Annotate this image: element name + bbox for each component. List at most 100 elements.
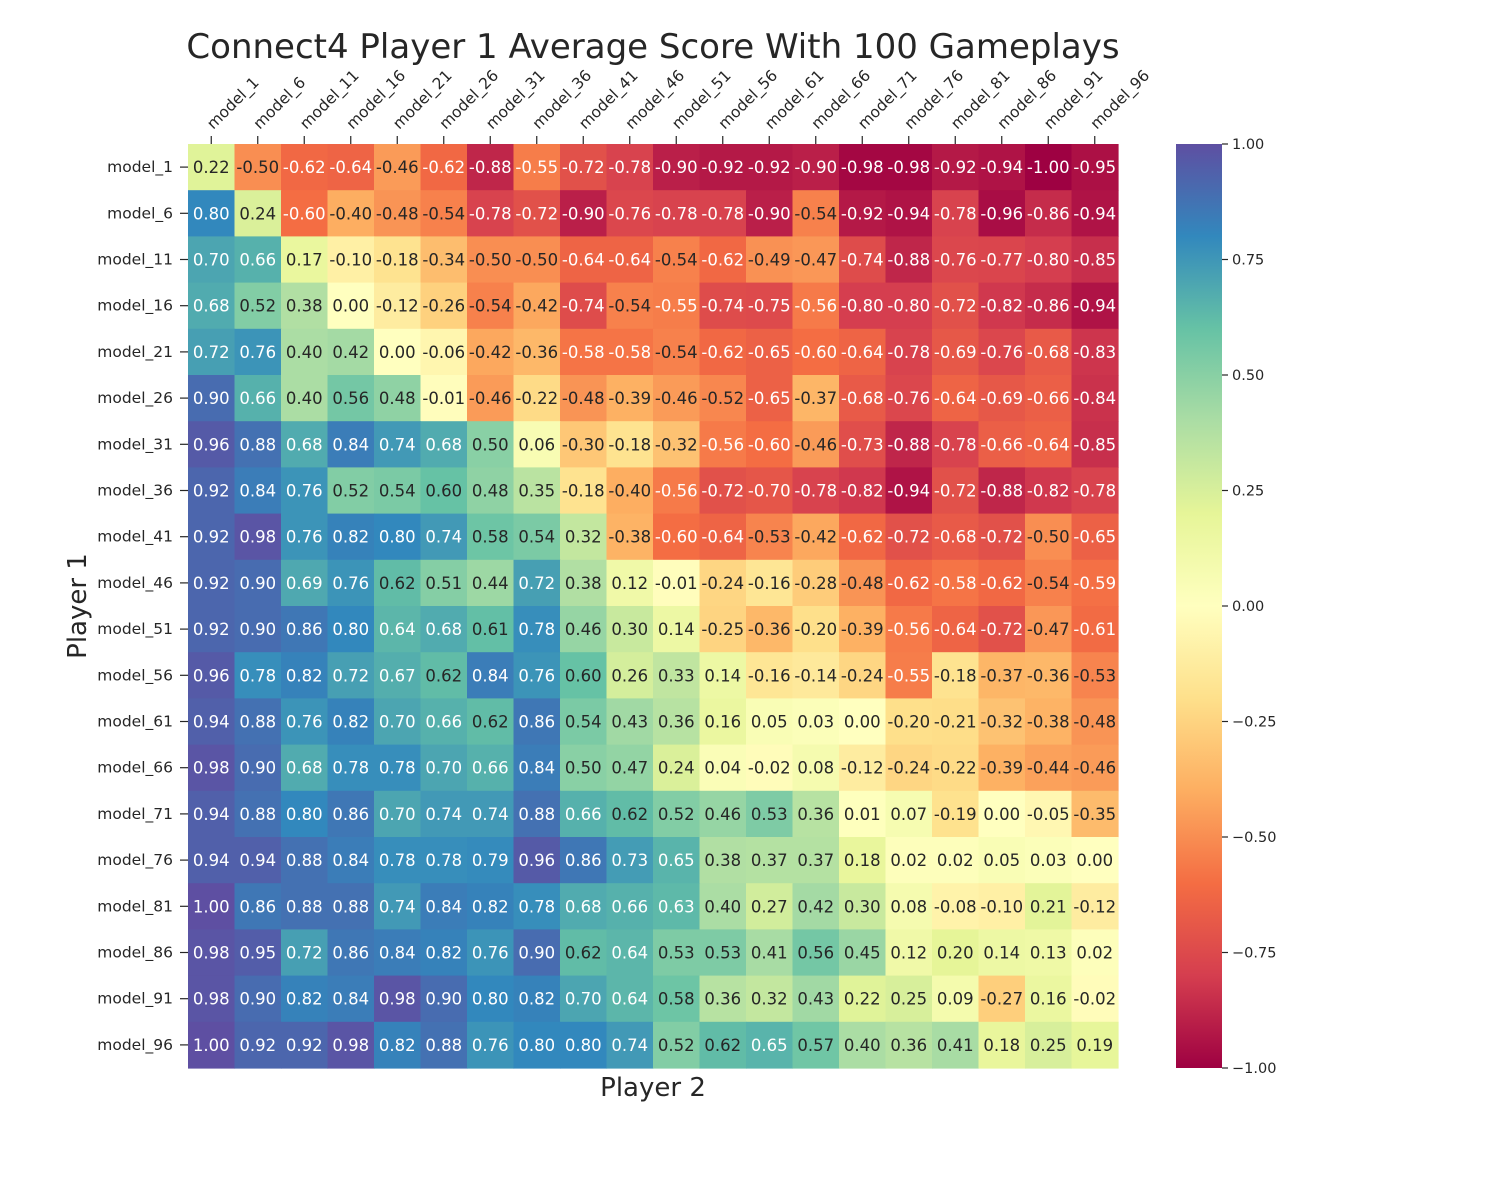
cell-value-label: 0.78	[518, 620, 555, 639]
heatmap-cell	[653, 929, 701, 977]
colorbar-tick-label: 0.75	[1232, 253, 1264, 269]
heatmap-cell	[606, 328, 654, 376]
heatmap-cell	[281, 559, 329, 607]
cell-value-label: 0.53	[658, 944, 695, 963]
heatmap-cell	[234, 790, 282, 838]
heatmap-cell	[327, 467, 375, 515]
cell-value-label: 0.33	[658, 666, 695, 685]
heatmap-cell	[420, 975, 468, 1023]
heatmap-cell	[327, 652, 375, 699]
heatmap-cell	[885, 652, 933, 699]
heatmap-cell	[188, 1021, 236, 1069]
heatmap-cell	[792, 790, 840, 838]
cell-value-label: 0.84	[332, 990, 369, 1009]
cell-value-label: 0.65	[751, 1036, 788, 1055]
heatmap-cell	[281, 421, 329, 468]
cell-value-label: 0.00	[379, 343, 416, 362]
cell-value-label: -0.42	[515, 297, 558, 316]
cell-value-label: -0.60	[748, 435, 791, 454]
cell-value-label: 0.74	[472, 805, 509, 824]
heatmap-cell	[327, 837, 375, 884]
cell-value-label: 0.64	[611, 990, 648, 1009]
heatmap-cell	[792, 698, 840, 746]
cell-value-label: -0.68	[1027, 343, 1070, 362]
heatmap-cell	[978, 375, 1026, 422]
cell-value-label: 0.66	[239, 389, 276, 408]
heatmap-cell	[792, 929, 840, 977]
cell-value-label: 0.14	[704, 666, 741, 685]
heatmap-cell	[188, 467, 236, 515]
heatmap-cell	[374, 837, 422, 884]
cell-value-label: -0.64	[934, 620, 977, 639]
heatmap-cells: 0.22 -0.50 -0.62 -0.64 -0.46 -0.62 -0.88 -0.55-…	[188, 144, 1119, 1069]
heatmap-cell	[188, 606, 236, 653]
cell-value-label: 0.06	[518, 435, 555, 454]
cell-value-label: 0.24	[239, 204, 276, 223]
cell-value-label: -0.65	[1073, 528, 1116, 547]
heatmap-cell	[327, 282, 375, 330]
heatmap-cell	[420, 144, 468, 191]
heatmap-cell	[839, 190, 887, 237]
cell-value-label: 0.88	[239, 435, 276, 454]
cell-value-label: 0.78	[239, 666, 276, 685]
cell-value-label: -0.18	[376, 251, 419, 270]
cell-value-label: 0.88	[332, 897, 369, 916]
cell-value-label: -0.94	[1073, 204, 1116, 223]
cell-value-label: -0.20	[794, 620, 837, 639]
cell-value-label: -0.85	[1073, 435, 1116, 454]
heatmap-cell	[281, 467, 329, 515]
heatmap-cell	[560, 975, 608, 1023]
heatmap-cell	[699, 375, 747, 422]
heatmap-cell	[374, 744, 422, 792]
heatmap-cell	[188, 559, 236, 607]
heatmap-cell	[513, 1021, 561, 1069]
cell-value-label: 0.52	[239, 297, 276, 316]
cell-value-label: -0.75	[748, 297, 791, 316]
heatmap-cell	[746, 144, 794, 191]
heatmap-cell	[746, 513, 794, 561]
heatmap-cell	[839, 421, 887, 468]
heatmap-cell	[513, 282, 561, 330]
cell-value-label: -0.46	[794, 435, 837, 454]
cell-value-label: -0.65	[748, 343, 791, 362]
cell-value-label: 0.69	[286, 574, 323, 593]
cell-value-label: 0.50	[565, 759, 602, 778]
cell-value-label: 0.95	[239, 944, 276, 963]
cell-value-label: -0.02	[1073, 990, 1116, 1009]
cell-value-label: 0.90	[239, 759, 276, 778]
cell-value-label: 0.07	[890, 805, 927, 824]
heatmap-cell	[978, 190, 1026, 237]
heatmap-cell	[699, 236, 747, 284]
cell-value-label: -0.42	[469, 343, 512, 362]
heatmap-cell	[792, 883, 840, 930]
heatmap-cell	[560, 282, 608, 330]
heatmap-cell	[746, 837, 794, 884]
cell-value-label: 0.50	[472, 435, 509, 454]
cell-value-label: 0.80	[193, 204, 230, 223]
cell-value-label: -0.01	[655, 574, 698, 593]
cell-value-label: 0.48	[472, 482, 509, 501]
y-tick-labels: model_1 model_6 model_11 model_16 model_21mo…	[97, 158, 188, 1055]
heatmap-cell	[513, 190, 561, 237]
cell-value-label: 0.54	[565, 713, 602, 732]
cell-value-label: -0.46	[469, 389, 512, 408]
heatmap-cell	[327, 328, 375, 376]
heatmap-cell	[746, 883, 794, 930]
heatmap-cell	[932, 236, 980, 284]
cell-value-label: 0.74	[425, 528, 462, 547]
heatmap-cell	[746, 929, 794, 977]
cell-value-label: 0.90	[193, 389, 230, 408]
heatmap-cell	[374, 606, 422, 653]
heatmap-cell	[978, 467, 1026, 515]
cell-value-label: 0.45	[844, 944, 881, 963]
cell-value-label: 0.68	[425, 620, 462, 639]
heatmap-cell	[653, 652, 701, 699]
heatmap-cell	[606, 837, 654, 884]
heatmap-cell	[420, 929, 468, 977]
cell-value-label: 0.58	[472, 528, 509, 547]
cell-value-label: -0.78	[934, 435, 977, 454]
cell-value-label: 0.35	[518, 482, 555, 501]
heatmap-cell	[885, 929, 933, 977]
cell-value-label: 0.08	[797, 759, 834, 778]
cell-value-label: -0.78	[794, 482, 837, 501]
